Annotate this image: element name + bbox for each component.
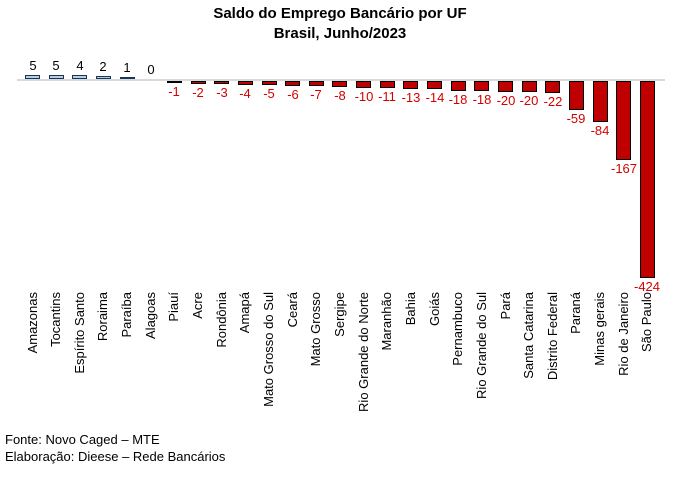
value-label-maranhao: -11 <box>378 89 396 104</box>
chart-title: Saldo do Emprego Bancário por UF <box>213 5 467 22</box>
value-label-mato-grosso: -7 <box>310 87 322 102</box>
category-label-rondonia: Rondônia <box>214 292 229 348</box>
chart-subtitle: Brasil, Junho/2023 <box>273 25 407 42</box>
category-label-santa-catarina: Santa Catarina <box>521 292 536 379</box>
value-label-santa-catarina: -20 <box>519 93 539 108</box>
category-label-paraiba: Paraíba <box>119 292 134 338</box>
value-label-para: -20 <box>496 93 516 108</box>
bar-para <box>498 81 513 92</box>
bar-bahia <box>403 81 418 89</box>
value-label-rio-grande-do-norte: -10 <box>354 89 374 104</box>
value-label-sao-paulo: -424 <box>633 279 661 294</box>
value-label-paraiba: 1 <box>123 60 131 75</box>
value-label-acre: -2 <box>192 85 204 100</box>
category-label-maranhao: Maranhão <box>379 292 394 351</box>
category-label-distrito-federal: Distrito Federal <box>545 292 560 381</box>
value-label-amazonas: 5 <box>29 58 37 73</box>
category-label-sao-paulo: São Paulo <box>639 292 654 352</box>
category-label-roraima: Roraima <box>95 292 110 342</box>
bar-acre <box>191 81 206 84</box>
category-label-parana: Paraná <box>568 292 583 334</box>
value-label-amapa: -4 <box>239 86 251 101</box>
value-label-rio-de-janeiro: -167 <box>610 161 638 176</box>
category-label-rio-grande-do-norte: Rio Grande do Norte <box>356 292 371 412</box>
category-label-alagoas: Alagoas <box>143 292 158 339</box>
value-label-pernambuco: -18 <box>448 92 468 107</box>
bar-roraima <box>96 76 111 79</box>
bar-parana <box>569 81 584 110</box>
bar-minas-gerais <box>593 81 608 122</box>
source-note: Fonte: Novo Caged – MTE <box>5 432 160 447</box>
x-axis-line <box>17 79 665 81</box>
category-label-ceara: Ceará <box>285 292 300 328</box>
bar-rondonia <box>214 81 229 84</box>
chart-title-block: Saldo do Emprego Bancário por UF Brasil,… <box>0 4 680 44</box>
bar-amapa <box>238 81 253 85</box>
category-label-piaui: Piauí <box>166 292 181 322</box>
bar-maranhao <box>380 81 395 88</box>
category-label-mato-grosso: Mato Grosso <box>308 292 323 367</box>
bar-sao-paulo <box>640 81 655 278</box>
bar-pernambuco <box>451 81 466 91</box>
bar-amazonas <box>25 75 40 79</box>
value-label-tocantins: 5 <box>52 58 60 73</box>
category-label-bahia: Bahia <box>403 292 418 326</box>
value-label-alagoas: 0 <box>147 62 155 77</box>
category-label-pernambuco: Pernambuco <box>450 292 465 366</box>
bar-sergipe <box>332 81 347 87</box>
value-label-goias: -14 <box>425 90 445 105</box>
category-label-sergipe: Sergipe <box>332 292 347 337</box>
bar-mato-grosso-do-sul <box>262 81 277 85</box>
bar-ceara <box>285 81 300 86</box>
category-label-amapa: Amapá <box>237 292 252 334</box>
category-label-para: Pará <box>498 292 513 320</box>
value-label-piaui: -1 <box>168 84 180 99</box>
value-label-roraima: 2 <box>99 59 107 74</box>
bar-espirito-santo <box>72 75 87 79</box>
value-label-parana: -59 <box>566 111 586 126</box>
bar-rio-de-janeiro <box>616 81 631 160</box>
category-label-amazonas: Amazonas <box>25 292 40 354</box>
bar-tocantins <box>49 75 64 79</box>
category-label-mato-grosso-do-sul: Mato Grosso do Sul <box>261 292 276 407</box>
value-label-rondonia: -3 <box>216 85 228 100</box>
value-label-espirito-santo: 4 <box>76 58 84 73</box>
bar-goias <box>427 81 442 89</box>
bar-rio-grande-do-norte <box>356 81 371 88</box>
elaboration-note: Elaboração: Dieese – Rede Bancários <box>5 449 226 464</box>
bar-paraiba <box>120 77 135 79</box>
bar-santa-catarina <box>522 81 537 92</box>
value-label-distrito-federal: -22 <box>543 94 563 109</box>
value-label-rio-grande-do-sul: -18 <box>472 92 492 107</box>
category-label-rio-grande-do-sul: Rio Grande do Sul <box>474 292 489 399</box>
bar-distrito-federal <box>545 81 560 93</box>
value-label-mato-grosso-do-sul: -5 <box>263 86 275 101</box>
value-label-minas-gerais: -84 <box>590 123 610 138</box>
bar-rio-grande-do-sul <box>474 81 489 91</box>
value-label-bahia: -13 <box>401 90 421 105</box>
category-label-minas-gerais: Minas gerais <box>592 292 607 366</box>
category-label-rio-de-janeiro: Rio de Janeiro <box>616 292 631 376</box>
value-label-ceara: -6 <box>287 87 299 102</box>
plot-area: 5 Amazonas 5 Tocantins 4 Espírito Santo 2 Rorai… <box>17 58 665 412</box>
bar-piaui <box>167 81 182 83</box>
bar-mato-grosso <box>309 81 324 86</box>
category-label-acre: Acre <box>190 292 205 319</box>
category-label-goias: Goiás <box>427 292 442 326</box>
value-label-sergipe: -8 <box>334 88 346 103</box>
category-label-tocantins: Tocantins <box>48 292 63 347</box>
category-label-espirito-santo: Espírito Santo <box>72 292 87 374</box>
